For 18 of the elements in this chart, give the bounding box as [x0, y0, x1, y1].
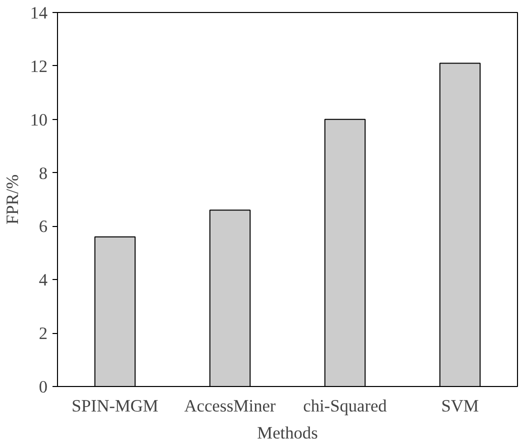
y-tick-label: 2 [38, 324, 48, 344]
y-tick-label: 4 [38, 270, 48, 290]
bar [439, 62, 481, 386]
x-tick-label: chi-Squared [303, 396, 388, 416]
x-tick-label: SPIN-MGM [72, 396, 158, 416]
bar [324, 118, 366, 386]
y-axis-title: FPR/% [3, 174, 22, 225]
x-tick-label: SVM [441, 396, 479, 416]
x-axis-title: Methods [257, 424, 318, 442]
y-tick-label: 6 [38, 217, 48, 236]
y-tick-label: 12 [30, 56, 48, 76]
bar [94, 236, 136, 386]
y-tick-label: 0 [38, 378, 48, 396]
y-tick-label: 14 [30, 4, 48, 22]
y-tick-label: 8 [38, 164, 48, 183]
x-tick-label: AccessMiner [184, 396, 276, 416]
y-tick-label: 10 [30, 110, 48, 130]
bar [209, 210, 251, 386]
